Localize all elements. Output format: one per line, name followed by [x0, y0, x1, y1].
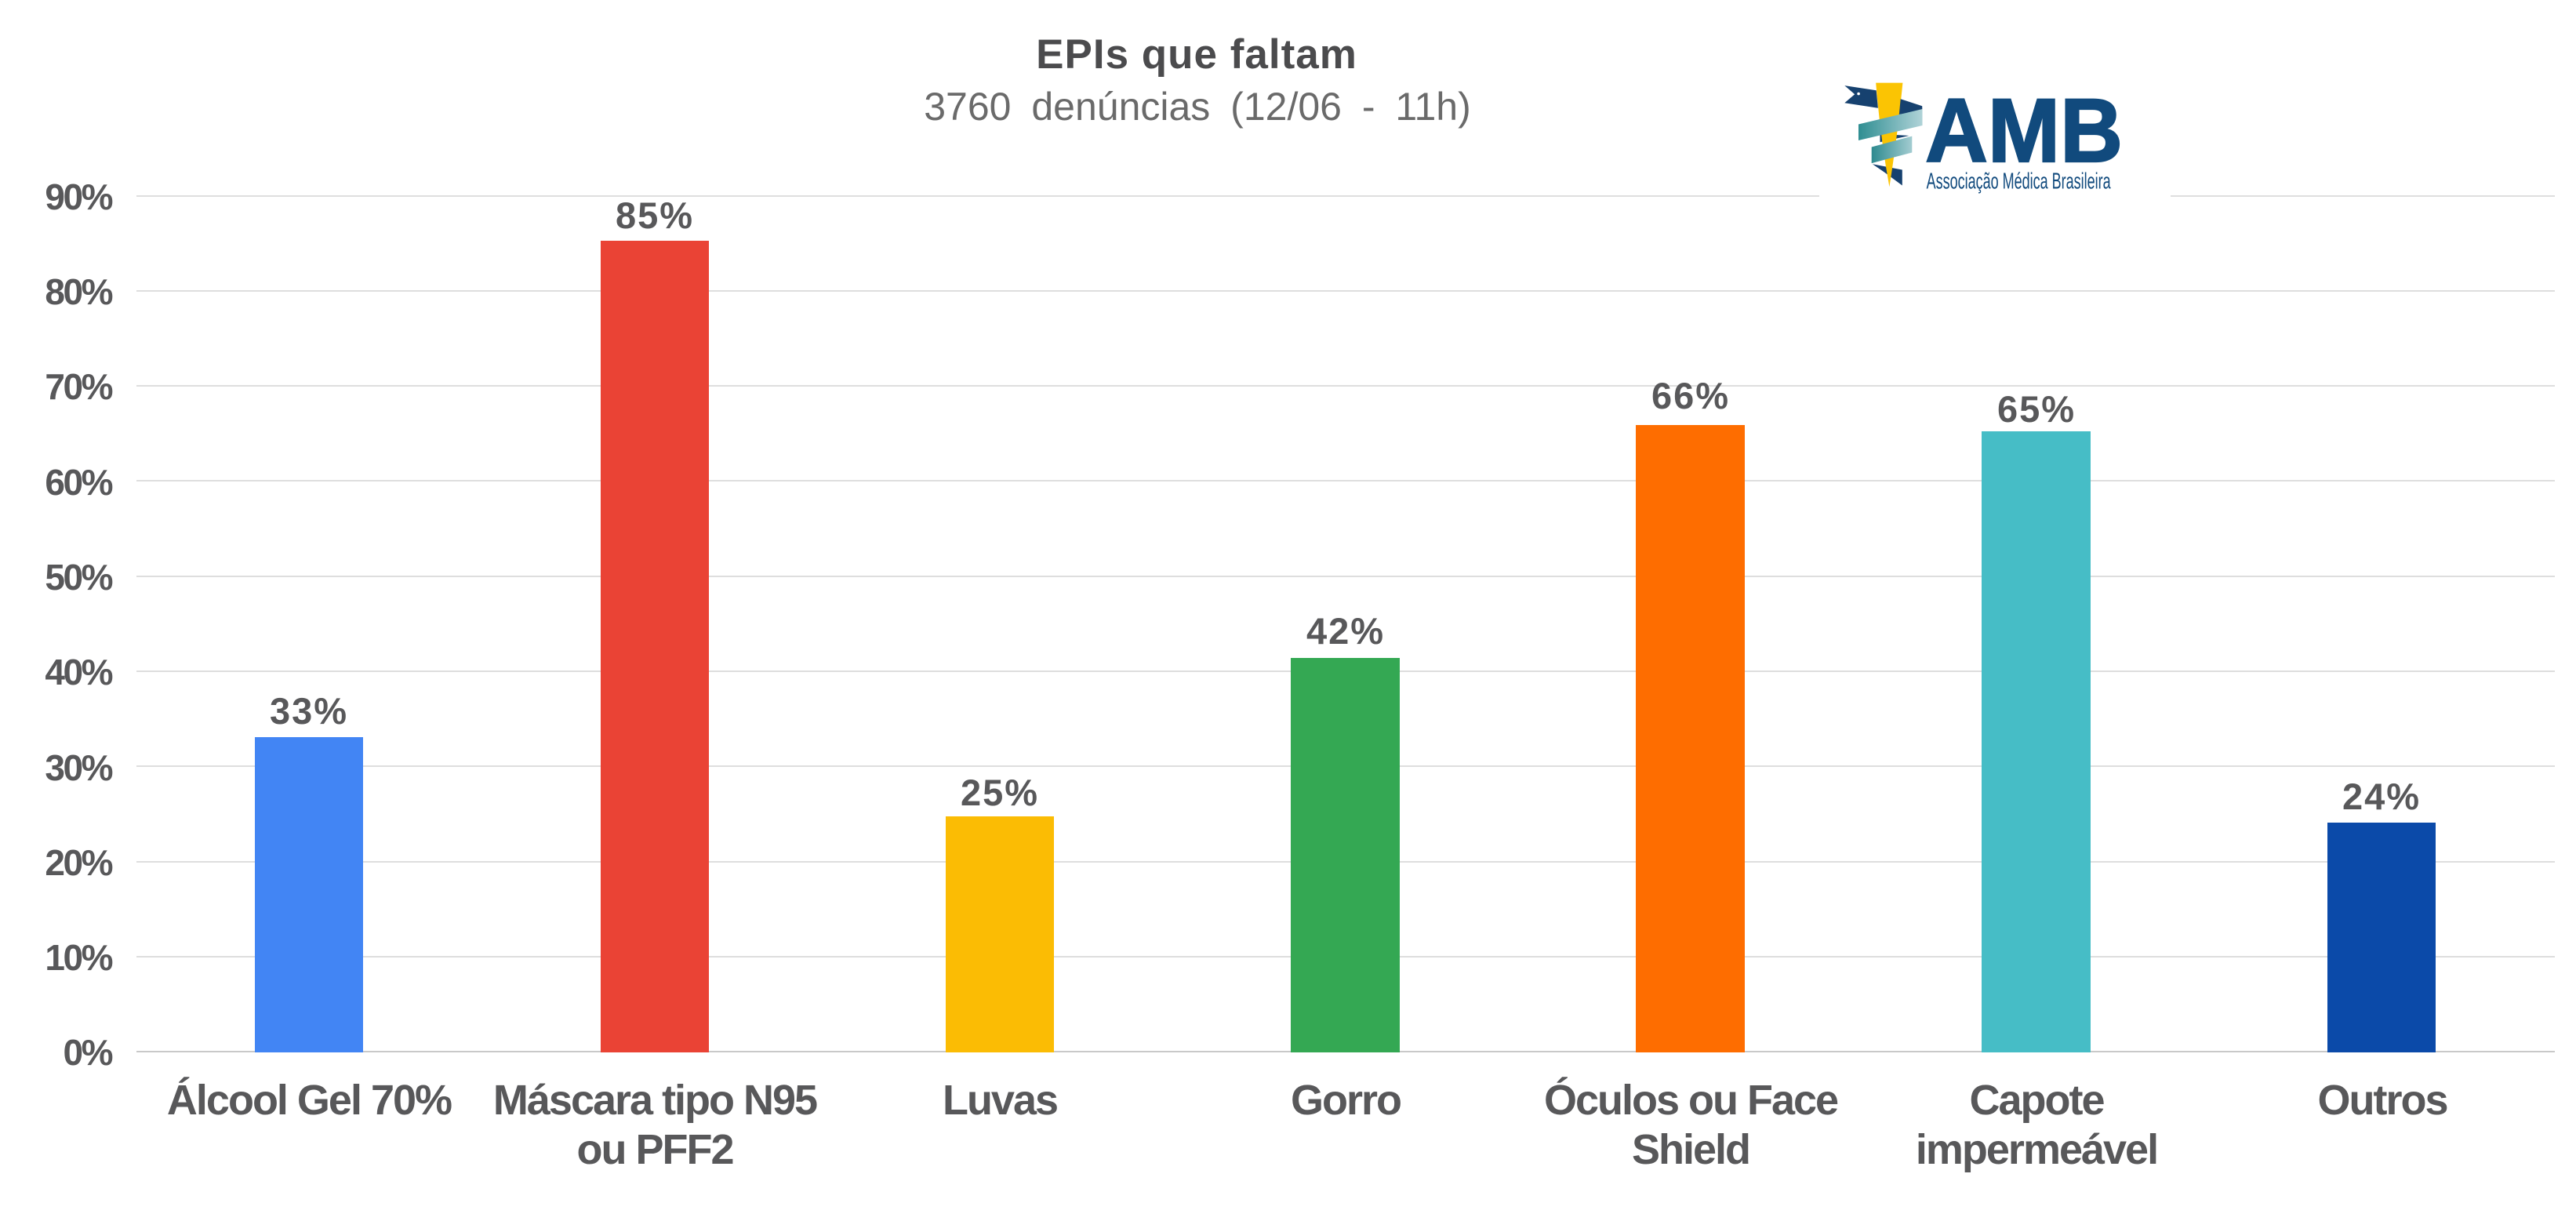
svg-text:AMB: AMB	[1925, 81, 2123, 181]
svg-text:Associação Médica Brasileira: Associação Médica Brasileira	[1927, 169, 2111, 194]
